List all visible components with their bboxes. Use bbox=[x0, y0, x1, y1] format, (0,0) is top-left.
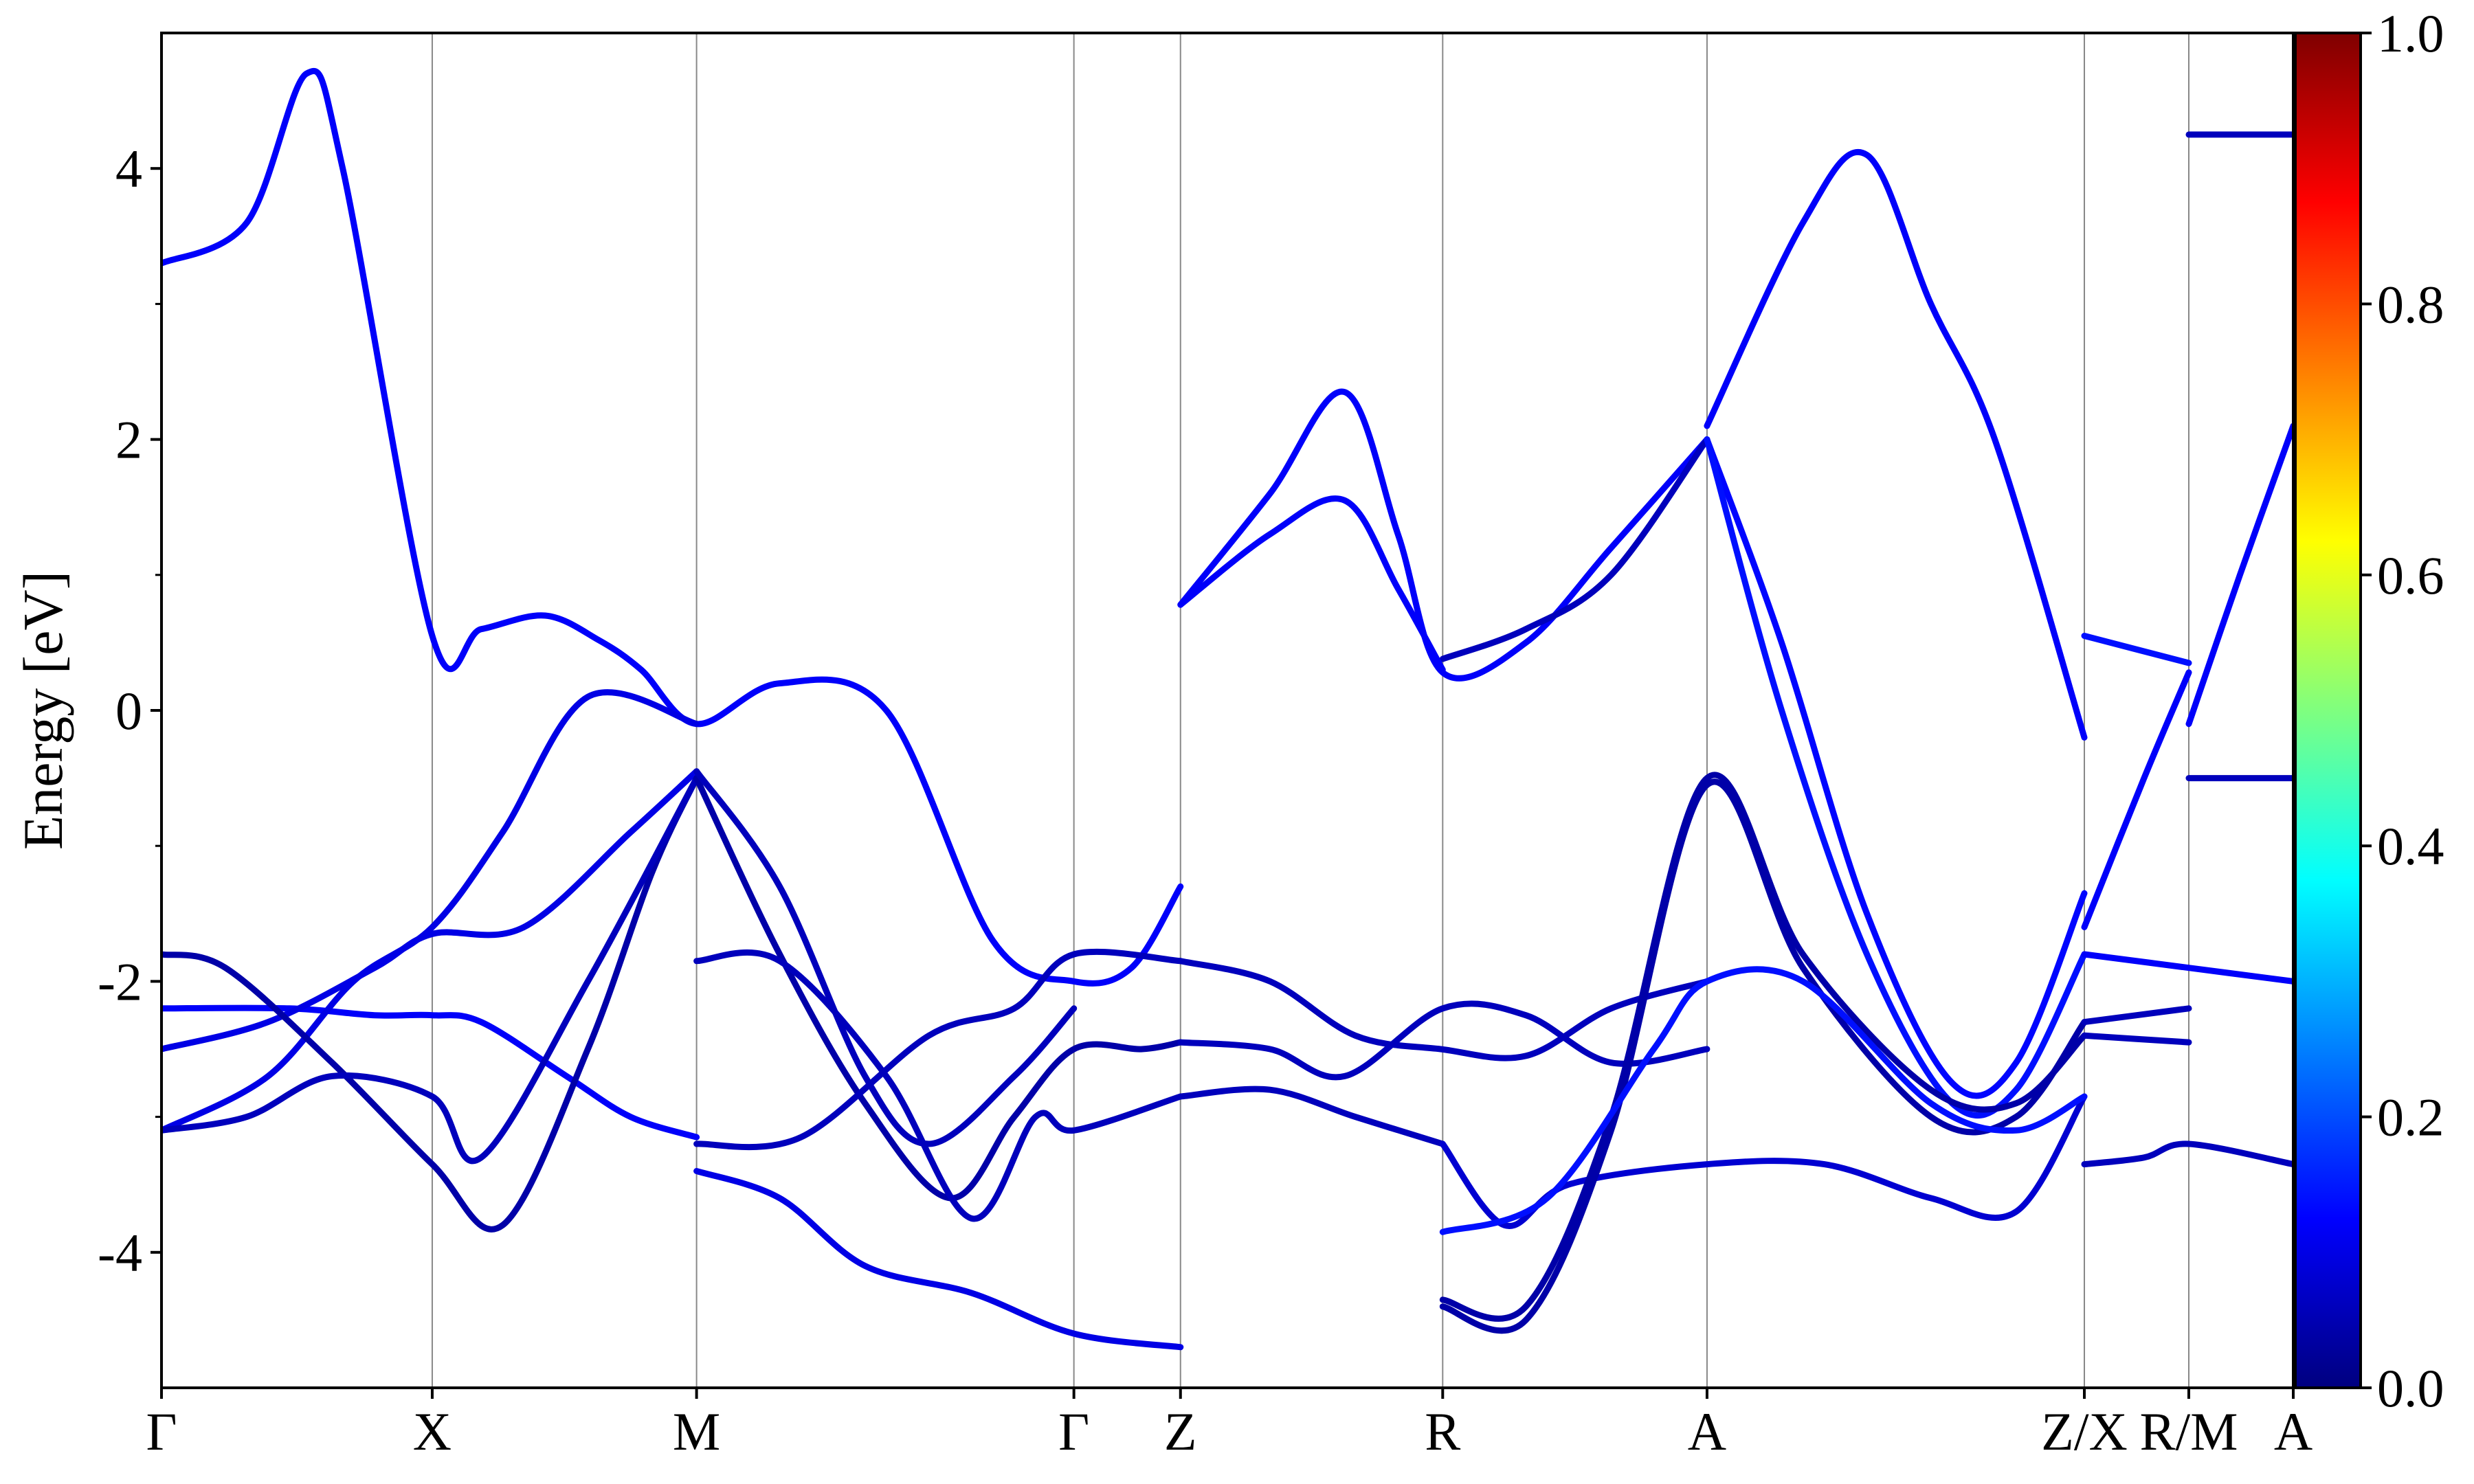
colorbar-tick-label: 0.0 bbox=[2377, 1358, 2444, 1418]
colorbar-tick-label: 0.4 bbox=[2377, 816, 2444, 876]
x-tick-label: X bbox=[413, 1402, 452, 1461]
y-axis-ticks: 4 2 0 -2 -4 bbox=[98, 139, 161, 1283]
band-line bbox=[1439, 1093, 2088, 1230]
high-symmetry-lines bbox=[431, 33, 2190, 1388]
y-tick-label: 4 bbox=[115, 139, 142, 199]
band-lines bbox=[161, 67, 2293, 1351]
y-tick-label: -2 bbox=[98, 952, 142, 1011]
colorbar bbox=[2294, 32, 2362, 1389]
band-line bbox=[2081, 951, 2293, 985]
band-line bbox=[2081, 633, 2192, 666]
band-line bbox=[693, 768, 1078, 1147]
x-tick-label: A bbox=[2274, 1402, 2313, 1461]
y-tick-label: 0 bbox=[115, 681, 142, 741]
band-line bbox=[1177, 958, 1710, 1061]
band-line bbox=[161, 775, 700, 1233]
x-tick-label: Γ bbox=[146, 1402, 177, 1461]
plot-frame bbox=[160, 32, 2295, 1389]
band-line bbox=[693, 775, 1184, 1202]
band-line bbox=[2081, 669, 2192, 930]
band-line bbox=[161, 1004, 700, 1140]
colorbar-tick-label: 0.6 bbox=[2377, 546, 2444, 605]
band-line bbox=[1177, 495, 1446, 673]
x-tick-label: Z bbox=[1164, 1402, 1197, 1461]
band-line bbox=[1177, 388, 1710, 682]
band-line bbox=[693, 949, 1184, 1222]
x-tick-label: A bbox=[1688, 1402, 1726, 1461]
band-line bbox=[161, 775, 700, 1165]
band-line bbox=[1439, 436, 1710, 662]
band-line bbox=[2081, 1032, 2192, 1046]
x-tick-label: M bbox=[673, 1402, 720, 1461]
x-axis-ticks: Γ X M Γ Z R A Z/X R/M A bbox=[146, 1388, 2313, 1461]
band-line bbox=[1177, 1086, 1446, 1147]
band-line bbox=[693, 948, 1184, 1151]
y-axis-label: Energy [eV] bbox=[12, 571, 74, 850]
y-tick-label: -4 bbox=[98, 1223, 142, 1283]
band-line bbox=[161, 689, 700, 1134]
band-line bbox=[2081, 1140, 2293, 1168]
band-line bbox=[1439, 966, 2088, 1235]
colorbar-tick-label: 0.2 bbox=[2377, 1088, 2444, 1147]
band-line bbox=[1704, 436, 2088, 1118]
band-line bbox=[1177, 1000, 1710, 1081]
band-line bbox=[2081, 1005, 2192, 1026]
colorbar-tick-label: 1.0 bbox=[2377, 3, 2444, 63]
band-line bbox=[693, 1168, 1184, 1351]
x-tick-label: R bbox=[1425, 1402, 1460, 1461]
band-line bbox=[1704, 148, 2088, 741]
band-line bbox=[161, 768, 700, 1053]
band-line bbox=[161, 67, 1184, 987]
band-line bbox=[1439, 772, 2088, 1322]
colorbar-ticks: 1.0 0.8 0.6 0.4 0.2 0.0 bbox=[2361, 3, 2444, 1418]
colorbar-tick-label: 0.8 bbox=[2377, 274, 2444, 334]
y-tick-label: 2 bbox=[115, 410, 142, 470]
x-tick-label: Γ bbox=[1058, 1402, 1089, 1461]
x-tick-label: Z/X bbox=[2041, 1402, 2128, 1461]
band-line bbox=[1704, 436, 2088, 1099]
band-line bbox=[2185, 423, 2293, 728]
x-tick-label: R/M bbox=[2139, 1402, 2238, 1461]
